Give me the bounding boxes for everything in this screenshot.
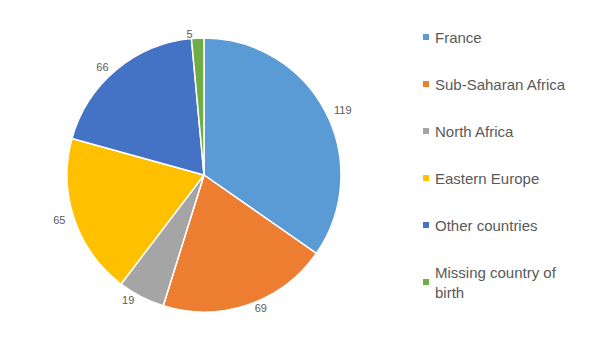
svg-text:119: 119 bbox=[334, 104, 352, 116]
svg-text:69: 69 bbox=[255, 302, 267, 314]
svg-text:France: France bbox=[435, 29, 482, 46]
svg-text:19: 19 bbox=[122, 294, 134, 306]
svg-text:66: 66 bbox=[96, 61, 108, 73]
svg-text:5: 5 bbox=[186, 28, 192, 40]
svg-text:North Africa: North Africa bbox=[435, 123, 514, 140]
svg-text:Eastern Europe: Eastern Europe bbox=[435, 170, 539, 187]
svg-text:birth: birth bbox=[435, 284, 464, 301]
svg-text:Missing country of: Missing country of bbox=[435, 264, 560, 281]
svg-text:Other countries: Other countries bbox=[435, 217, 538, 234]
svg-text:65: 65 bbox=[53, 214, 65, 226]
svg-text:Sub-Saharan Africa: Sub-Saharan Africa bbox=[435, 76, 566, 93]
